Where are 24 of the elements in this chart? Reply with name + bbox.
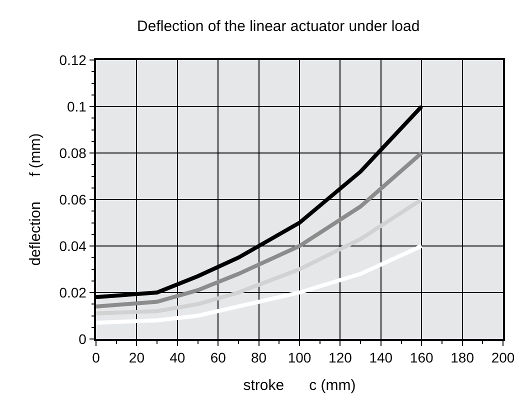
x-tick-label: 200	[491, 350, 515, 366]
y-tick-label: 0.04	[59, 238, 87, 254]
y-tick-label: 0.06	[59, 191, 87, 208]
y-tick-label: 0.12	[59, 52, 87, 68]
line-series	[96, 244, 424, 325]
x-tick-label: 180	[450, 350, 474, 366]
x-tick-label: 60	[210, 350, 226, 366]
x-tick-label: 140	[369, 350, 393, 366]
y-tick-label: 0.02	[59, 284, 87, 300]
x-tick-label: 40	[170, 350, 186, 366]
y-tick-label: 0	[78, 330, 87, 347]
x-tick-label: 100	[288, 350, 312, 366]
x-tick-label: 120	[328, 350, 352, 366]
x-axis-title: stroke c (mm)	[243, 377, 356, 394]
x-tick-label: 20	[128, 350, 145, 366]
y-axis-title: deflection f (mm)	[26, 133, 44, 266]
x-tick-label: 160	[410, 350, 434, 366]
line-series	[96, 151, 424, 308]
x-tick-label: 0	[92, 350, 100, 366]
x-tick-label: 80	[251, 350, 267, 366]
chart-title: Deflection of the linear actuator under load	[137, 18, 420, 35]
y-tick-label: 0.1	[66, 98, 87, 114]
line-series	[96, 198, 424, 316]
y-tick-label: 0.08	[59, 144, 87, 161]
